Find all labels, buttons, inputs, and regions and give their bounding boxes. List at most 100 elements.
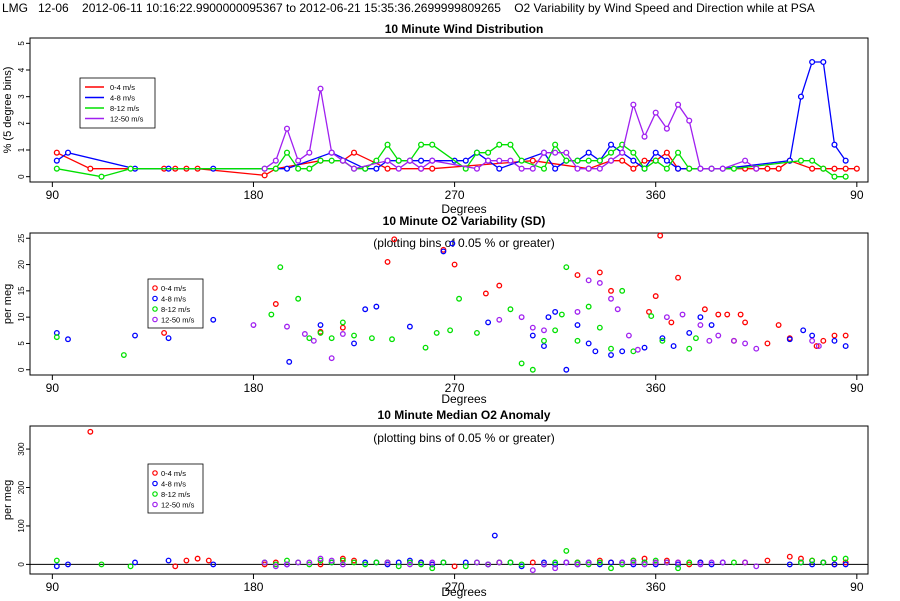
data-point-12-50-m-s xyxy=(261,165,268,172)
data-point-4-8-m-s xyxy=(496,165,503,172)
data-point-4-8-m-s xyxy=(608,352,614,358)
data-point-12-50-m-s xyxy=(574,165,581,172)
data-point-0-4-m-s xyxy=(820,337,827,344)
data-point-12-50-m-s xyxy=(406,157,413,164)
x-axis-label: Degrees xyxy=(441,585,486,599)
data-point-8-12-m-s xyxy=(53,557,60,564)
data-point-8-12-m-s xyxy=(648,313,655,320)
page-title-text: LMG 12-06 2012-06-11 10:16:22.9900000095… xyxy=(2,1,815,15)
data-point-12-50-m-s xyxy=(652,109,659,116)
data-point-12-50-m-s xyxy=(301,331,308,337)
data-point-0-4-m-s xyxy=(786,553,793,560)
data-point-12-50-m-s xyxy=(619,149,626,156)
data-point-12-50-m-s xyxy=(552,565,559,572)
data-point-8-12-m-s xyxy=(127,165,134,172)
data-point-12-50-m-s xyxy=(563,149,570,156)
data-point-8-12-m-s xyxy=(268,311,275,318)
data-point-12-50-m-s xyxy=(328,355,335,362)
data-point-8-12-m-s xyxy=(339,319,346,326)
data-point-12-50-m-s xyxy=(518,165,525,172)
legend-label: 8-12 m/s xyxy=(110,104,139,113)
data-point-8-12-m-s xyxy=(429,141,436,148)
data-point-0-4-m-s xyxy=(842,559,849,566)
x-tick-label: 90 xyxy=(850,580,864,594)
data-point-12-50-m-s xyxy=(753,165,760,172)
data-point-8-12-m-s xyxy=(433,329,440,336)
y-tick-label: 1 xyxy=(17,147,26,152)
data-point-8-12-m-s xyxy=(675,565,682,572)
data-point-12-50-m-s xyxy=(574,308,581,315)
data-point-8-12-m-s xyxy=(659,337,666,344)
data-point-4-8-m-s xyxy=(809,561,816,568)
data-point-0-4-m-s xyxy=(686,561,693,568)
data-point-0-4-m-s xyxy=(630,165,637,172)
data-point-0-4-m-s xyxy=(272,301,279,307)
data-point-8-12-m-s xyxy=(98,561,105,568)
data-point-4-8-m-s xyxy=(283,165,291,172)
data-point-4-8-m-s xyxy=(418,157,425,164)
data-point-4-8-m-s xyxy=(362,559,369,566)
data-point-8-12-m-s xyxy=(596,324,603,331)
data-point-0-4-m-s xyxy=(652,293,659,300)
data-point-4-8-m-s xyxy=(429,561,436,568)
chart-title: 10 Minute O2 Variability (SD) xyxy=(383,214,546,228)
data-point-4-8-m-s xyxy=(132,559,138,566)
legend-label: 12-50 m/s xyxy=(110,115,144,124)
data-point-12-50-m-s xyxy=(663,559,670,566)
data-point-0-4-m-s xyxy=(317,561,324,568)
data-point-4-8-m-s xyxy=(65,561,71,568)
data-point-12-50-m-s xyxy=(406,561,413,568)
legend-swatch-12-50-m-s xyxy=(152,316,158,323)
data-point-0-4-m-s xyxy=(272,559,279,566)
data-point-12-50-m-s xyxy=(563,559,570,566)
data-point-12-50-m-s xyxy=(507,157,514,164)
data-point-12-50-m-s xyxy=(485,157,492,164)
data-point-4-8-m-s xyxy=(797,93,805,100)
data-point-0-4-m-s xyxy=(619,157,626,164)
plot-frame xyxy=(29,425,869,575)
data-point-8-12-m-s xyxy=(641,559,648,566)
data-point-4-8-m-s xyxy=(518,563,525,570)
data-point-0-4-m-s xyxy=(742,319,749,326)
data-point-4-8-m-s xyxy=(809,58,816,66)
data-point-12-50-m-s xyxy=(634,346,641,353)
data-point-0-4-m-s xyxy=(775,165,782,172)
data-point-0-4-m-s xyxy=(482,290,489,297)
data-point-4-8-m-s xyxy=(563,366,570,373)
data-point-8-12-m-s xyxy=(473,149,480,156)
data-point-0-4-m-s xyxy=(87,165,94,172)
data-point-8-12-m-s xyxy=(552,559,559,566)
data-point-8-12-m-s xyxy=(306,561,313,568)
data-point-8-12-m-s xyxy=(120,352,127,358)
data-point-4-8-m-s xyxy=(675,165,682,172)
data-point-12-50-m-s xyxy=(697,165,704,172)
data-point-12-50-m-s xyxy=(608,295,614,302)
data-point-8-12-m-s xyxy=(447,327,454,334)
wind-distribution-chart: 10 Minute Wind Distribution 90 180 270 360 90… xyxy=(2,22,869,216)
data-point-12-50-m-s xyxy=(284,561,290,568)
data-point-4-8-m-s xyxy=(686,329,693,336)
data-point-12-50-m-s xyxy=(541,327,547,334)
data-point-0-4-m-s xyxy=(183,557,190,564)
data-point-12-50-m-s xyxy=(719,559,726,566)
data-point-8-12-m-s xyxy=(127,563,134,570)
data-point-4-8-m-s xyxy=(670,343,677,350)
data-point-4-8-m-s xyxy=(697,314,704,321)
data-point-12-50-m-s xyxy=(753,345,760,352)
data-point-0-4-m-s xyxy=(339,324,346,331)
y-tick-label: 5 xyxy=(17,41,26,46)
data-point-12-50-m-s xyxy=(250,322,257,328)
data-point-8-12-m-s xyxy=(663,165,670,172)
data-point-4-8-m-s xyxy=(659,335,666,342)
plot-frame xyxy=(29,37,869,183)
data-point-12-50-m-s xyxy=(697,322,704,328)
data-point-8-12-m-s xyxy=(98,173,105,180)
data-point-12-50-m-s xyxy=(614,306,621,313)
y-tick-label: 10 xyxy=(17,312,26,321)
data-point-0-4-m-s xyxy=(715,311,722,318)
x-tick-label: 360 xyxy=(646,188,666,202)
data-point-12-50-m-s xyxy=(261,559,268,566)
data-point-8-12-m-s xyxy=(585,303,592,310)
x-tick-label: 180 xyxy=(243,580,263,594)
data-point-0-4-m-s xyxy=(261,561,268,568)
